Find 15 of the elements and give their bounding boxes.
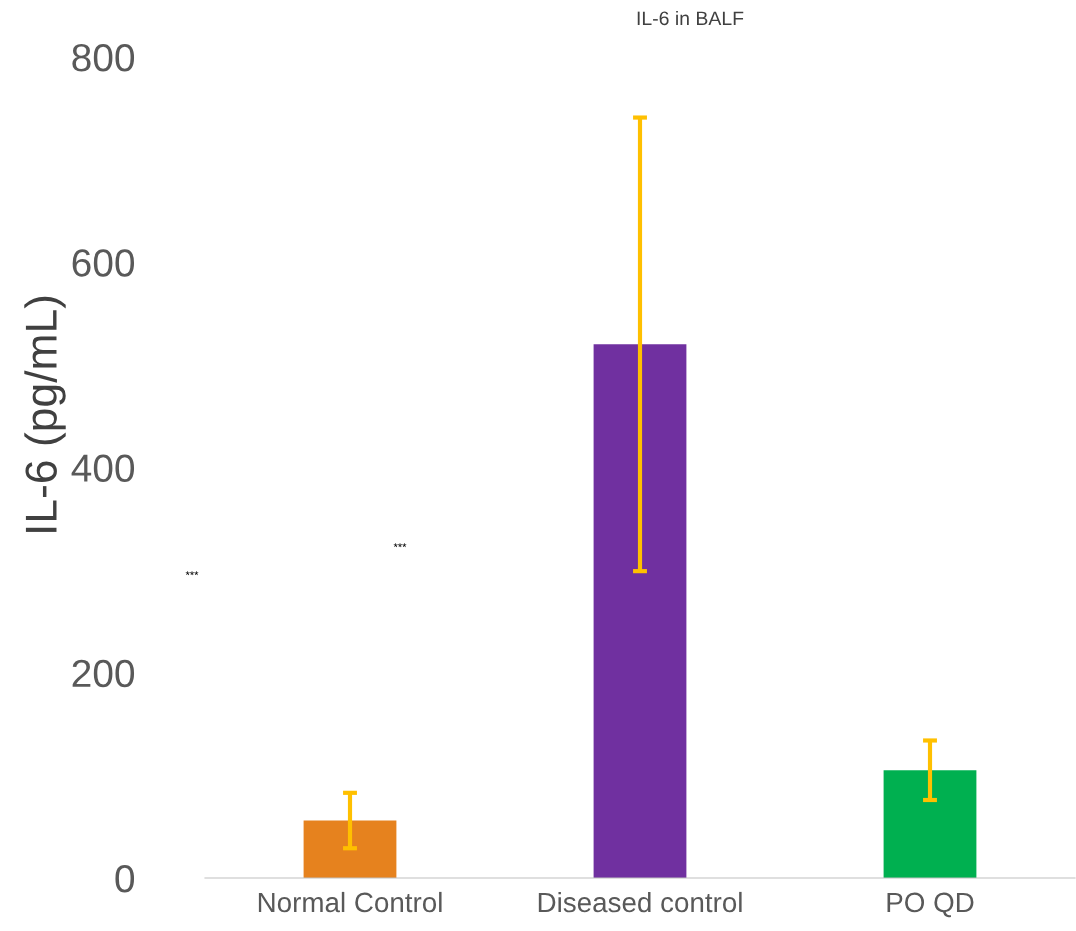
y-tick-label: 400 [71, 454, 135, 482]
bar [593, 344, 687, 878]
x-tick-label: PO QD [887, 892, 974, 918]
chart-title: IL-6 in BALF [637, 10, 744, 26]
y-tick-label: 200 [72, 659, 135, 688]
annotation: *** [393, 543, 407, 548]
x-tick-label: Diseased control [538, 891, 742, 913]
y-tick-label: 800 [72, 43, 135, 72]
text: *** [185, 571, 199, 576]
x-tick-label: Normal Control [258, 891, 442, 913]
bar [303, 820, 397, 878]
y-tick-label: 600 [72, 249, 135, 277]
bar [883, 770, 977, 878]
y-axis-title: IL-6 (pg/mL) [24, 296, 66, 532]
y-tick-label: 0 [115, 864, 135, 893]
